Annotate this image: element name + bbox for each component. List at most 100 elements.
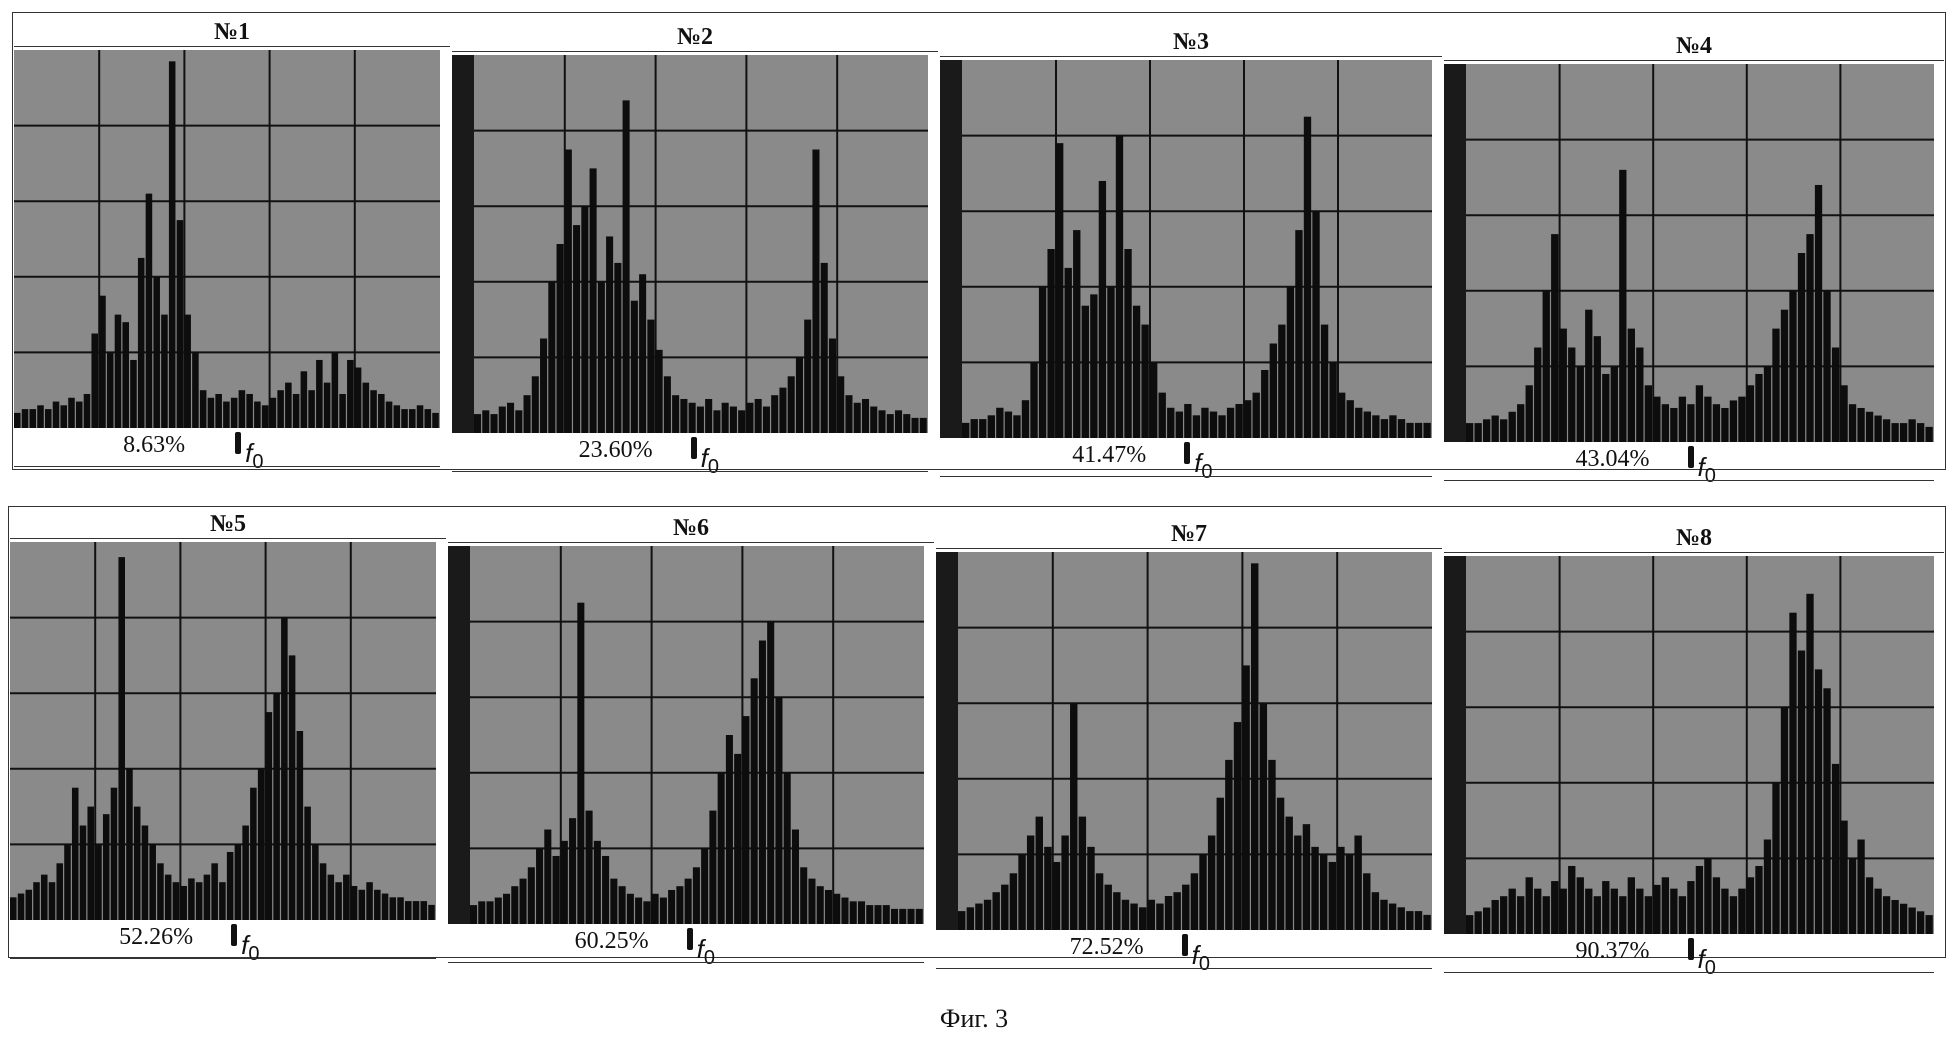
spectrum-bar: [1466, 915, 1473, 934]
spectrum-bar: [850, 901, 857, 924]
spectrum-bar: [1619, 896, 1626, 934]
percent-label: 72.52%: [1070, 934, 1144, 961]
spectrum-bar: [643, 901, 650, 924]
spectrum-bar: [1781, 707, 1788, 934]
spectrum-bar: [1030, 362, 1037, 438]
spectrum-bar: [1611, 366, 1618, 442]
spectrum-bar: [1070, 703, 1077, 930]
spectrum-bar: [581, 206, 588, 433]
spectrum-bar: [1747, 385, 1754, 442]
spectrum-bar: [254, 402, 261, 428]
spectrum-bar: [1268, 760, 1275, 930]
spectrum-bar: [491, 414, 498, 433]
spectrum-bar: [1509, 889, 1516, 934]
spectrum-bar: [1381, 419, 1388, 438]
panel-title: №3: [940, 28, 1442, 57]
spectrum-panel-1: №18.63%f0: [14, 14, 450, 484]
spectrum-bar: [664, 376, 671, 433]
baseline-rule: [14, 466, 440, 467]
percent-label: 52.26%: [119, 924, 193, 951]
spectrum-bar: [68, 398, 75, 428]
spectrum-bar: [1883, 419, 1890, 442]
spectrum-bar: [470, 905, 477, 924]
spectrum-bar: [1210, 412, 1217, 438]
spectrum-bar: [532, 376, 539, 433]
baseline-rule: [1444, 480, 1934, 481]
panel-title: №7: [936, 520, 1442, 549]
spectrum-bar: [1755, 374, 1762, 442]
spectrum-bar: [1662, 877, 1669, 934]
spectrum-bar: [1056, 143, 1063, 438]
spectrum-bar: [962, 423, 969, 438]
spectrum-bar: [1124, 249, 1131, 438]
spectrum-bar: [1798, 651, 1805, 935]
spectrum-bar: [1304, 117, 1311, 438]
spectrum-bar: [1721, 408, 1728, 442]
spectrum-bar: [153, 277, 160, 428]
spectrum-bar: [1173, 892, 1180, 930]
spectrum-bar: [1039, 287, 1046, 438]
spectrum-bar: [1492, 900, 1499, 934]
spectrum-bar: [975, 904, 982, 930]
spectrum-bar: [33, 882, 40, 920]
spectrum-bar: [64, 844, 71, 920]
spectrum-bar: [553, 856, 560, 924]
spectrum-plot: [448, 546, 924, 924]
spectrum-bar: [817, 886, 824, 924]
spectrum-bar: [1738, 397, 1745, 442]
spectrum-bar: [1568, 348, 1575, 443]
spectrum-bar: [1208, 836, 1215, 931]
spectrum-bar: [45, 409, 52, 428]
spectrum-bar: [1053, 862, 1060, 930]
spectrum-bar: [515, 410, 522, 433]
spectrum-bar: [1611, 889, 1618, 934]
spectrum-bar: [192, 352, 199, 428]
spectrum-bar: [1704, 858, 1711, 934]
spectrum-bar: [1730, 400, 1737, 442]
spectrum-bar: [1415, 423, 1422, 438]
spectrum-bar: [784, 773, 791, 924]
spectrum-bar: [1798, 253, 1805, 442]
spectrum-bar: [285, 383, 292, 428]
spectrum-bar: [808, 879, 815, 924]
spectrum-panel-4: №443.04%f0: [1444, 28, 1944, 498]
spectrum-bar: [405, 901, 412, 920]
spectrum-bar: [614, 263, 621, 433]
spectrum-panel-7: №772.52%f0: [936, 518, 1442, 986]
spectrum-bar: [1253, 393, 1260, 438]
spectrum-bar: [561, 841, 568, 924]
spectrum-bar: [1116, 136, 1123, 438]
spectrum-bar: [223, 402, 230, 428]
spectrum-bar: [734, 754, 741, 924]
spectrum-bar: [60, 405, 67, 428]
frequency-marker-icon: [231, 924, 237, 946]
spectrum-bar: [1687, 881, 1694, 934]
spectrum-bar: [1380, 900, 1387, 930]
spectrum-bar: [837, 376, 844, 433]
spectrum-bar: [1764, 840, 1771, 935]
spectrum-bar: [1191, 873, 1198, 930]
spectrum-bar: [421, 901, 428, 920]
spectrum-bar: [1073, 230, 1080, 438]
spectrum-panel-8: №890.37%f0: [1444, 522, 1944, 990]
spectrum-bar: [293, 394, 300, 428]
spectrum-bar: [157, 863, 164, 920]
spectrum-bar: [351, 886, 358, 920]
spectrum-bar: [1492, 416, 1499, 442]
plot-background: [940, 60, 1432, 438]
baseline-rule: [10, 958, 436, 959]
spectrum-bar: [390, 897, 397, 920]
spectrum-bar: [1001, 885, 1008, 930]
spectrum-bar: [1619, 170, 1626, 442]
spectrum-bar: [1806, 594, 1813, 934]
spectrum-bar: [332, 352, 339, 428]
spectrum-bar: [1311, 847, 1318, 930]
spectrum-bar: [1874, 889, 1881, 934]
spectrum-bar: [495, 898, 502, 924]
spectrum-bar: [829, 339, 836, 434]
percent-label: 60.25%: [575, 928, 649, 955]
spectrum-bar: [1303, 824, 1310, 930]
panel-title: №4: [1444, 32, 1944, 61]
plot-background: [1444, 64, 1934, 442]
spectrum-bar: [1628, 329, 1635, 442]
